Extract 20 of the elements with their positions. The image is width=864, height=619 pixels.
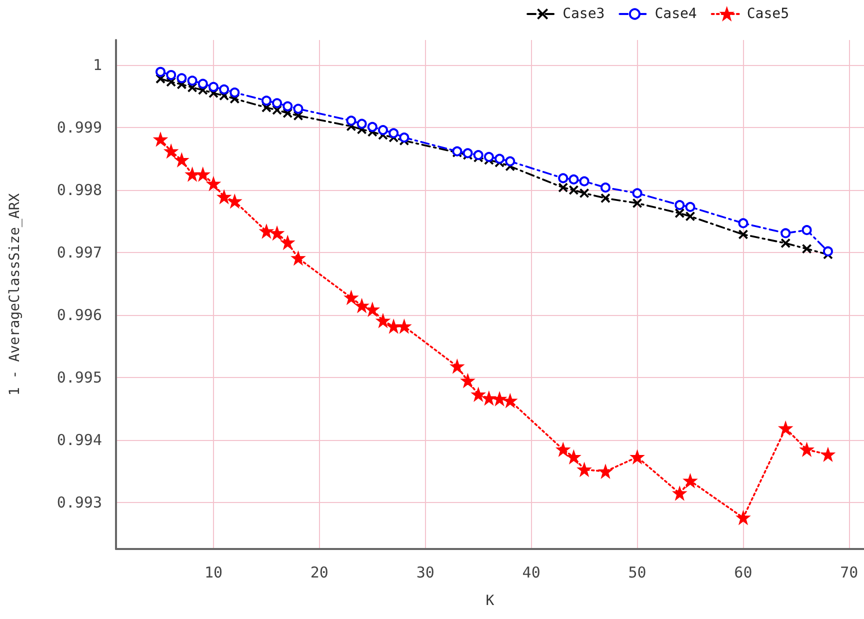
x-tick-label: 20 bbox=[310, 564, 328, 582]
x-tick-label: 50 bbox=[628, 564, 646, 582]
y-axis-title: 1 - AverageClassSize_ARX bbox=[7, 192, 23, 396]
legend-label: Case5 bbox=[746, 6, 790, 22]
legend-label: Case4 bbox=[654, 6, 697, 22]
y-tick-label: 0.993 bbox=[56, 494, 102, 512]
x-tick-label: 40 bbox=[522, 564, 540, 582]
y-tick-label: 1 bbox=[92, 56, 102, 74]
x-tick-label: 30 bbox=[416, 564, 434, 582]
y-tick-label: 0.995 bbox=[56, 368, 102, 387]
y-tick-label: 0.999 bbox=[56, 118, 102, 137]
x-tick-label: 60 bbox=[734, 564, 752, 582]
x-tick-label: 10 bbox=[204, 564, 223, 582]
x-axis-title: K bbox=[486, 593, 495, 609]
y-tick-label: 0.994 bbox=[56, 431, 102, 450]
y-tick-label: 0.996 bbox=[56, 306, 102, 324]
y-tick-label: 0.997 bbox=[56, 244, 102, 262]
legend-label: Case3 bbox=[562, 6, 605, 22]
x-tick-label: 70 bbox=[840, 564, 858, 582]
y-tick-label: 0.998 bbox=[56, 181, 102, 200]
